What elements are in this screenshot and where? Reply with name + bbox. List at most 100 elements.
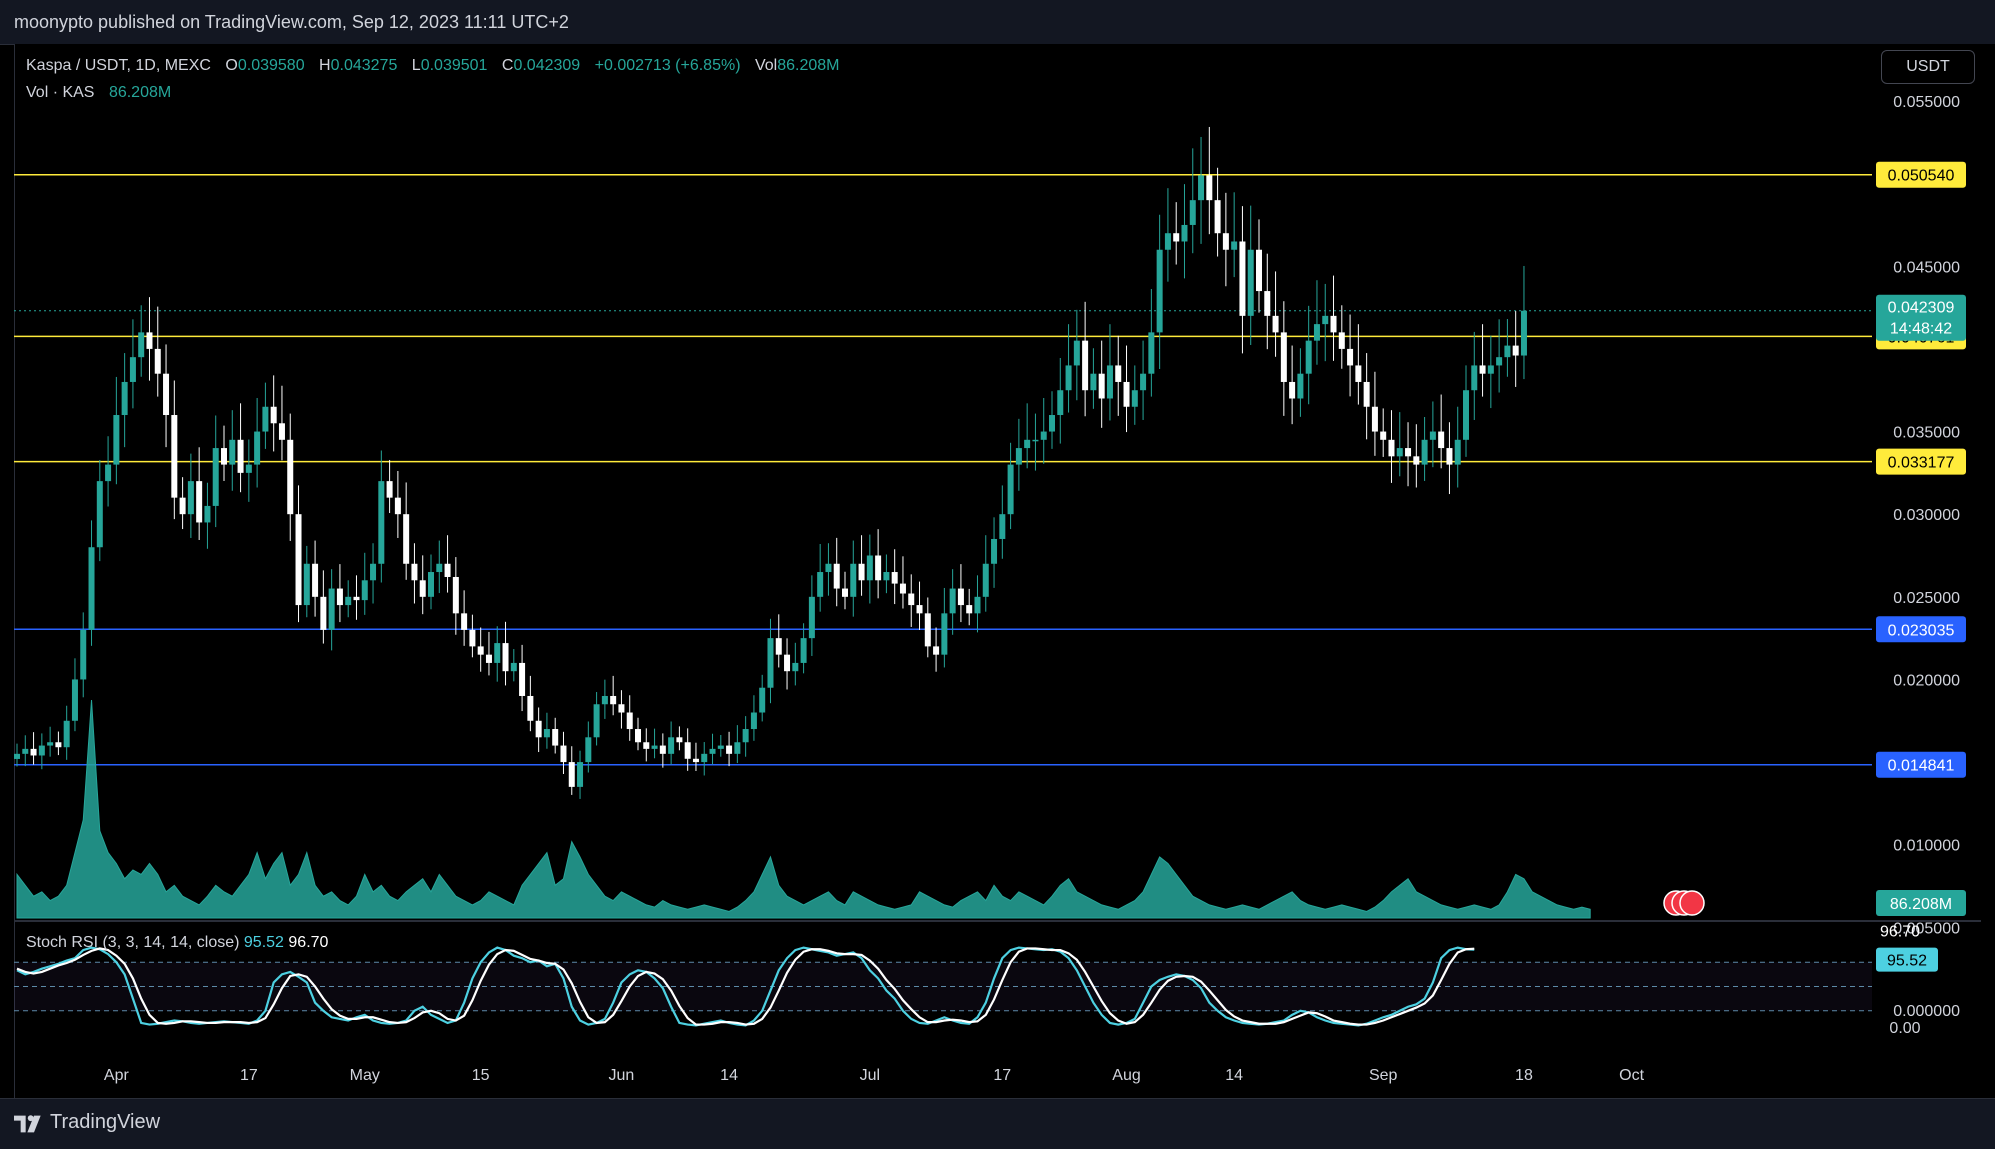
candle-body bbox=[96, 481, 103, 548]
candle-body bbox=[982, 563, 989, 597]
chart-frame[interactable] bbox=[14, 44, 1995, 1099]
legend-high: 0.043275 bbox=[330, 57, 398, 74]
candle-body bbox=[163, 373, 170, 416]
candle-body bbox=[38, 745, 45, 756]
time-axis-tick: 18 bbox=[1515, 1067, 1533, 1084]
price-label-text: 0.033177 bbox=[1888, 455, 1955, 472]
candle-body bbox=[966, 605, 973, 614]
candle-body bbox=[1115, 365, 1122, 382]
candle-body bbox=[1405, 448, 1412, 457]
candle-body bbox=[858, 563, 865, 581]
currency-button[interactable]: USDT bbox=[1881, 50, 1975, 84]
legend-open: 0.039580 bbox=[237, 57, 305, 74]
candle-body bbox=[1388, 439, 1395, 457]
candle-body bbox=[221, 448, 227, 465]
time-axis-tick: May bbox=[350, 1067, 380, 1084]
candle-body bbox=[610, 695, 617, 705]
candle-body bbox=[891, 572, 898, 584]
candle-body bbox=[1123, 381, 1130, 407]
event-flag-icon bbox=[1679, 890, 1705, 916]
candle-body bbox=[626, 712, 633, 730]
candle-body bbox=[394, 497, 401, 515]
candle-body bbox=[1479, 365, 1486, 374]
legend-close-label: C bbox=[501, 57, 514, 74]
candle-body bbox=[353, 596, 360, 601]
candle-body bbox=[171, 415, 178, 498]
candle-body bbox=[419, 580, 426, 597]
volume-legend-value: 86.208M bbox=[108, 84, 172, 101]
candle-body bbox=[684, 742, 691, 759]
candle-body bbox=[303, 563, 310, 606]
candle-body bbox=[386, 481, 393, 498]
candle-body bbox=[593, 704, 600, 738]
legend-low-label: L bbox=[411, 57, 421, 74]
stoch-k-badge bbox=[1876, 947, 1938, 972]
candle-body bbox=[1487, 365, 1494, 374]
candle-body bbox=[1148, 332, 1155, 374]
candle-body bbox=[494, 643, 501, 663]
candle-body bbox=[1280, 332, 1287, 382]
price-axis-tick: 0.010000 bbox=[1893, 838, 1960, 855]
time-axis-tick: Aug bbox=[1112, 1067, 1140, 1084]
stoch-axis-tick: 96.70 bbox=[1880, 924, 1920, 941]
candle-body bbox=[1297, 373, 1304, 399]
candle-body bbox=[933, 646, 940, 655]
candle-body bbox=[320, 596, 327, 630]
candle-body bbox=[535, 720, 542, 738]
candle-body bbox=[22, 748, 29, 754]
candle-body bbox=[1057, 390, 1064, 416]
candle-body bbox=[1347, 348, 1354, 366]
candle-body bbox=[635, 729, 641, 743]
candle-body bbox=[726, 745, 733, 754]
volume-area bbox=[16, 699, 1591, 919]
candle-body bbox=[1065, 365, 1072, 391]
candle-body bbox=[1007, 464, 1014, 515]
candle-body bbox=[767, 638, 774, 688]
candle-body bbox=[88, 547, 95, 630]
candle-body bbox=[80, 629, 87, 680]
candle-body bbox=[469, 629, 476, 647]
candle-body bbox=[1049, 415, 1055, 432]
candle-body bbox=[328, 588, 335, 630]
candle-body bbox=[1413, 456, 1420, 465]
candle-body bbox=[941, 613, 948, 655]
volume-legend-label[interactable]: Vol · KAS bbox=[26, 84, 95, 101]
stoch-d-value: 96.70 bbox=[288, 934, 329, 951]
candle-body bbox=[1463, 390, 1469, 440]
candle-body bbox=[792, 662, 799, 672]
price-label-text: 0.014841 bbox=[1888, 758, 1955, 775]
stoch-label[interactable]: Stoch RSI (3, 3, 14, 14, close) bbox=[26, 934, 240, 951]
candle-body bbox=[1363, 381, 1370, 407]
candle-body bbox=[1421, 439, 1428, 465]
time-axis: Apr 17 May 15 Jun 14 Jul 17 Aug 14 Sep 18 Oct bbox=[104, 1067, 1645, 1084]
candle-body bbox=[1504, 345, 1511, 358]
countdown-text: 14:48:42 bbox=[1890, 321, 1952, 338]
candle-body bbox=[1140, 373, 1147, 391]
candle-body bbox=[833, 563, 840, 589]
legend-symbol[interactable]: Kaspa / USDT, 1D, MEXC bbox=[26, 57, 211, 74]
candle-body bbox=[999, 514, 1006, 539]
candle-body bbox=[245, 464, 252, 473]
candle-body bbox=[1090, 373, 1097, 391]
tradingview-logo-icon bbox=[14, 1115, 41, 1133]
price-axis-tick: 0.020000 bbox=[1893, 672, 1960, 689]
candle-body bbox=[808, 596, 815, 639]
candle-body bbox=[750, 712, 757, 730]
time-axis-tick: Oct bbox=[1619, 1067, 1644, 1084]
stoch-k-value: 95.52 bbox=[243, 934, 284, 951]
candle-body bbox=[1355, 365, 1362, 382]
candle-body bbox=[55, 742, 62, 748]
time-axis-tick: 14 bbox=[1225, 1067, 1243, 1084]
candle-body bbox=[47, 742, 54, 746]
candle-body bbox=[1454, 439, 1461, 465]
candle-body bbox=[552, 729, 559, 746]
candle-body bbox=[1222, 233, 1229, 250]
candle-body bbox=[370, 563, 377, 581]
candle-body bbox=[287, 439, 294, 515]
candle-body bbox=[452, 576, 459, 614]
candle-body bbox=[1272, 315, 1279, 333]
legend-high-label: H bbox=[319, 57, 331, 74]
candle-body bbox=[1380, 431, 1387, 440]
candle-body bbox=[129, 357, 136, 382]
